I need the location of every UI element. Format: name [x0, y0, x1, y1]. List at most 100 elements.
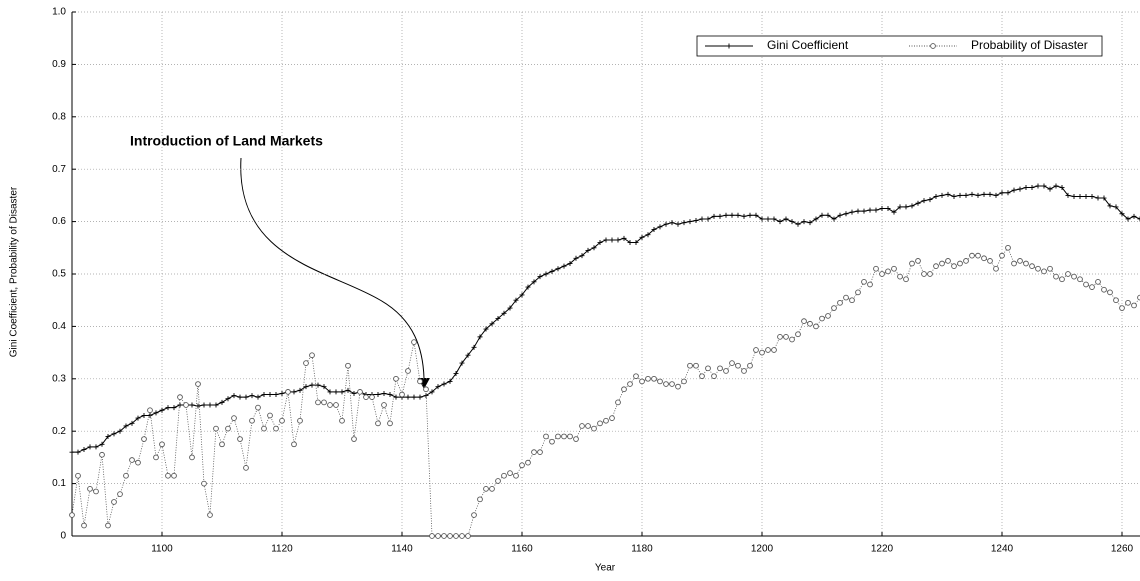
data-point — [952, 264, 957, 269]
data-point — [244, 395, 249, 400]
data-point — [334, 403, 339, 408]
data-point — [1120, 306, 1125, 311]
data-point — [340, 418, 345, 423]
data-point — [226, 426, 231, 431]
data-point — [988, 192, 993, 197]
data-point — [832, 306, 837, 311]
data-point — [670, 382, 675, 387]
data-point — [772, 216, 777, 221]
data-point — [1072, 274, 1077, 279]
data-point — [376, 392, 381, 397]
data-point — [1096, 279, 1101, 284]
data-point — [982, 192, 987, 197]
data-point — [748, 363, 753, 368]
data-point — [820, 316, 825, 321]
data-point — [970, 192, 975, 197]
data-point — [508, 471, 513, 476]
data-point — [1036, 183, 1041, 188]
data-point — [766, 216, 771, 221]
data-point — [82, 523, 87, 528]
data-point — [262, 426, 267, 431]
data-point — [436, 534, 441, 539]
data-point — [904, 204, 909, 209]
data-point — [274, 426, 279, 431]
data-point — [982, 256, 987, 261]
data-point — [790, 219, 795, 224]
x-tick-label: 1160 — [511, 544, 533, 555]
data-point — [694, 363, 699, 368]
y-tick-label: 0.3 — [52, 373, 66, 384]
data-point — [904, 277, 909, 282]
data-point — [610, 237, 615, 242]
data-point — [838, 213, 843, 218]
legend-marker — [931, 44, 936, 49]
data-point — [1018, 259, 1023, 264]
series — [70, 183, 1140, 454]
y-tick-label: 0.6 — [52, 216, 66, 227]
data-point — [238, 437, 243, 442]
data-point — [754, 348, 759, 353]
x-tick-label: 1140 — [391, 544, 413, 555]
data-point — [394, 376, 399, 381]
data-point — [874, 208, 879, 213]
data-point — [106, 523, 111, 528]
data-point — [886, 206, 891, 211]
data-point — [256, 395, 261, 400]
data-point — [1000, 190, 1005, 195]
data-point — [622, 387, 627, 392]
data-point — [850, 210, 855, 215]
data-point — [946, 259, 951, 264]
data-point — [406, 369, 411, 374]
data-point — [166, 405, 171, 410]
data-point — [550, 439, 555, 444]
data-point — [412, 340, 417, 345]
y-tick-label: 0.1 — [52, 478, 66, 489]
data-point — [556, 434, 561, 439]
data-point — [172, 405, 177, 410]
data-point — [964, 259, 969, 264]
data-point — [1006, 190, 1011, 195]
data-point — [616, 237, 621, 242]
data-point — [814, 324, 819, 329]
grid — [72, 12, 1140, 536]
data-point — [544, 434, 549, 439]
data-point — [820, 213, 825, 218]
data-point — [178, 395, 183, 400]
data-point — [1084, 194, 1089, 199]
data-point — [706, 216, 711, 221]
data-point — [232, 416, 237, 421]
data-point — [124, 473, 129, 478]
data-point — [1024, 185, 1029, 190]
data-point — [514, 473, 519, 478]
data-point — [154, 410, 159, 415]
data-point — [862, 279, 867, 284]
data-point — [766, 348, 771, 353]
data-point — [1090, 194, 1095, 199]
data-point — [112, 500, 117, 505]
data-point — [700, 216, 705, 221]
data-point — [1072, 194, 1077, 199]
series-line — [72, 186, 1140, 452]
data-point — [628, 382, 633, 387]
data-point — [664, 222, 669, 227]
data-point — [388, 392, 393, 397]
data-point — [646, 376, 651, 381]
data-point — [700, 374, 705, 379]
data-point — [346, 363, 351, 368]
legend-label: Gini Coefficient — [767, 38, 849, 52]
data-point — [466, 534, 471, 539]
data-point — [1048, 187, 1053, 192]
data-point — [916, 259, 921, 264]
data-point — [970, 253, 975, 258]
data-point — [712, 214, 717, 219]
data-point — [946, 192, 951, 197]
data-point — [952, 194, 957, 199]
data-point — [334, 389, 339, 394]
data-point — [880, 206, 885, 211]
x-tick-label: 1220 — [871, 544, 894, 555]
data-point — [1066, 272, 1071, 277]
data-point — [418, 379, 423, 384]
data-point — [478, 497, 483, 502]
data-point — [442, 534, 447, 539]
